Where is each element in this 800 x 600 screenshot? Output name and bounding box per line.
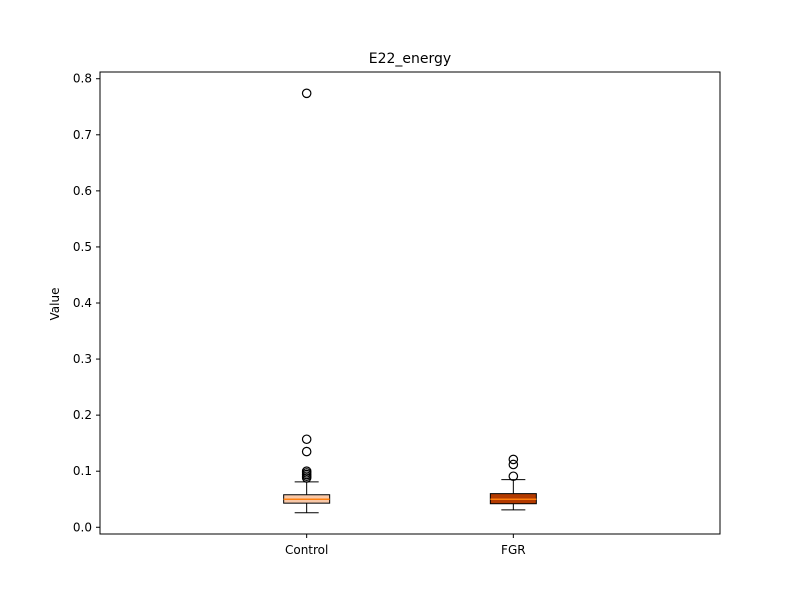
- plot-area: 0.0 0.1 0.2 0.3 0.4 0.5 0.6 0.7 0.8 Control FGR: [73, 71, 721, 557]
- x-tick-label: Control: [285, 543, 328, 557]
- y-tick-label: 0.2: [73, 408, 92, 422]
- y-axis-title: Value: [48, 288, 62, 321]
- outlier-point: [301, 434, 312, 445]
- y-tick-label: 0.1: [73, 464, 92, 478]
- y-tick-label: 0.4: [73, 296, 92, 310]
- outlier-point: [508, 471, 519, 482]
- y-tick-label: 0.8: [73, 72, 92, 86]
- y-tick-label: 0.5: [73, 240, 92, 254]
- y-tick-label: 0.3: [73, 352, 92, 366]
- outlier-point: [508, 454, 519, 465]
- outlier-point: [508, 459, 519, 470]
- y-tick-label: 0.6: [73, 184, 92, 198]
- box-group-control: [283, 88, 331, 514]
- outlier-point: [301, 88, 312, 99]
- outlier-point: [301, 446, 312, 457]
- box-group-fgr: [489, 454, 537, 511]
- chart-title: E22_energy: [369, 51, 451, 67]
- y-tick-label: 0.7: [73, 128, 92, 142]
- y-tick-label: 0.0: [73, 520, 92, 534]
- axes-frame: [99, 71, 721, 535]
- x-tick-label: FGR: [501, 543, 526, 557]
- outlier-point: [301, 466, 312, 477]
